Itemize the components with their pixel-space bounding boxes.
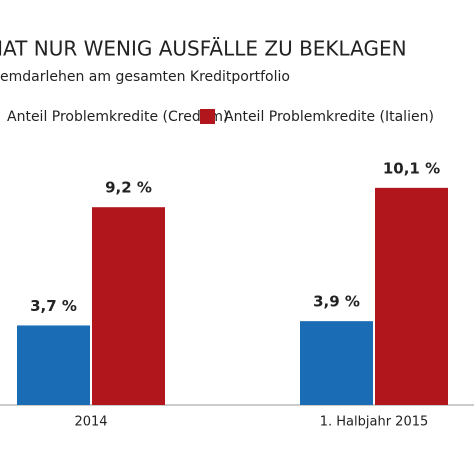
- legend-swatch: [200, 109, 215, 124]
- x-tick-label: 1. Halbjahr 2015: [320, 415, 429, 430]
- legend-label: Anteil Problemkredite (Italien): [224, 109, 434, 125]
- chart-title: HAT NUR WENIG AUSFÄLLE ZU BEKLAGEN: [0, 37, 407, 61]
- value-label: 9,2 %: [105, 179, 152, 197]
- x-tick-label: 2014: [74, 415, 107, 430]
- bar: [17, 325, 90, 405]
- value-label: 10,1 %: [383, 159, 440, 177]
- value-label: 3,9 %: [313, 293, 360, 311]
- chart-subtitle: emdarlehen am gesamten Kreditportfolio: [0, 69, 290, 85]
- bar: [92, 207, 165, 405]
- value-label: 3,7 %: [30, 297, 77, 315]
- legend-label: Anteil Problemkredite (Credem): [7, 109, 228, 125]
- bar: [300, 321, 373, 405]
- bar: [375, 187, 448, 405]
